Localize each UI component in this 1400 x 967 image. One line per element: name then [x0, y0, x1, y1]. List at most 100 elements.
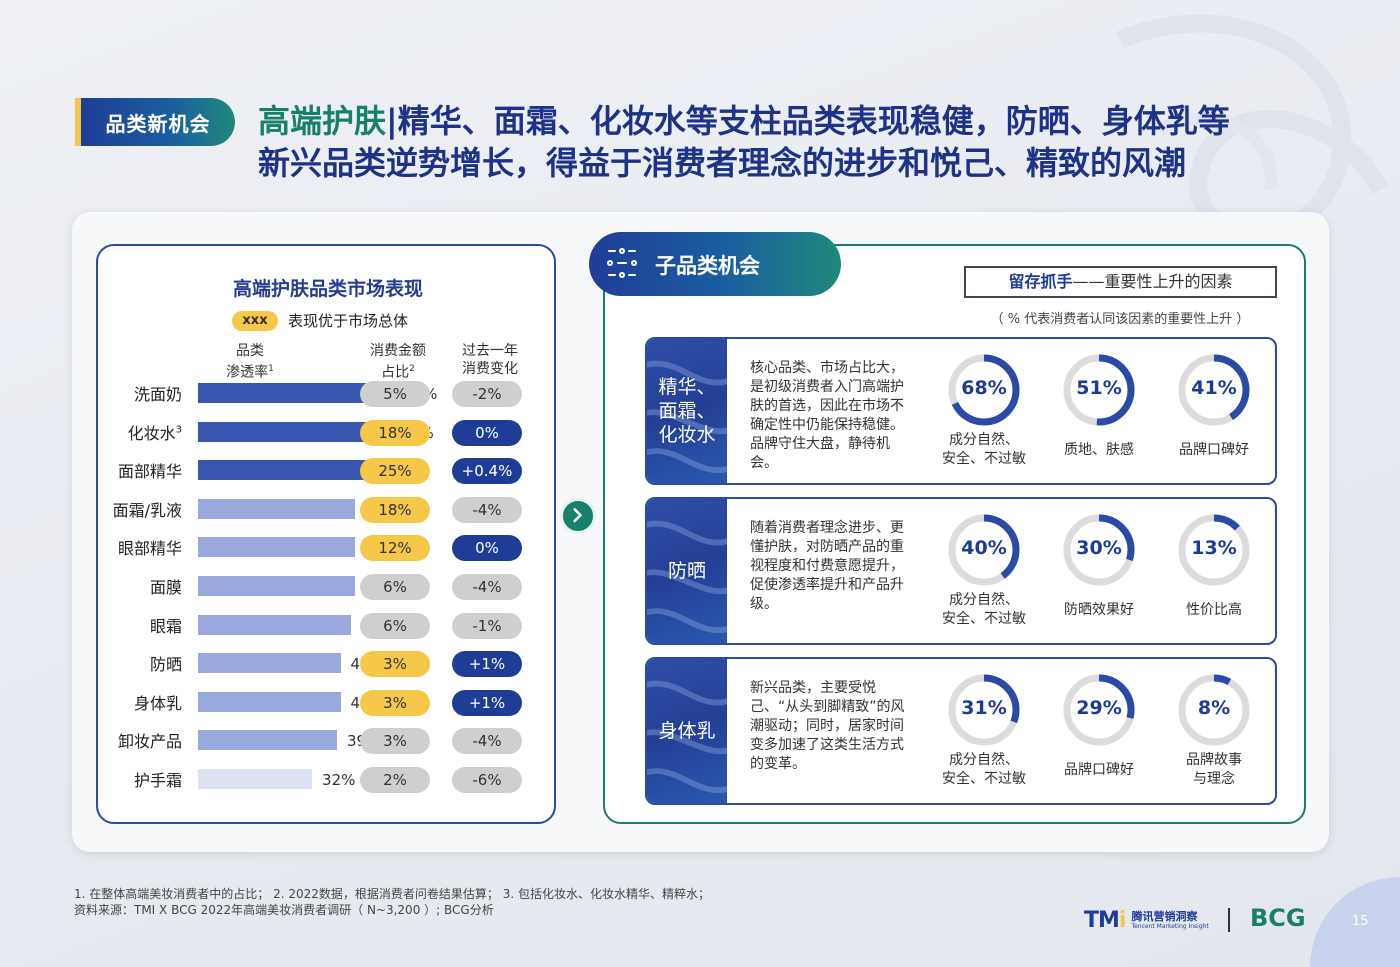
row-label: 护手霜	[133, 771, 182, 790]
penetration-value: 32%	[322, 771, 356, 789]
row-label: 面膜	[149, 578, 182, 597]
section-tag: 品类新机会	[75, 98, 235, 146]
category-name: 身体乳	[647, 659, 727, 803]
change-pill: 0%	[452, 535, 522, 562]
share-pill: 18%	[360, 496, 430, 523]
donut-value: 41%	[1191, 377, 1237, 399]
factor-donut	[948, 514, 1020, 586]
penetration-bar	[198, 498, 355, 519]
donut-value: 51%	[1076, 377, 1122, 399]
wave-decoration	[647, 680, 727, 794]
change-pill: -2%	[452, 381, 522, 407]
penetration-bar	[198, 576, 355, 596]
change-pill: -6%	[452, 767, 522, 793]
change-pill: -4%	[452, 574, 522, 600]
row-label: 卸妆产品	[117, 732, 182, 752]
donut-arc	[1063, 674, 1135, 746]
category-description: 核心品类、市场占比大，是初级消费者入门高端护肤的首选，因此在市场不确定性中仍能保…	[750, 360, 904, 471]
donut-value: 31%	[961, 697, 1007, 719]
factor-donut	[948, 674, 1020, 746]
donut-arc	[948, 354, 1020, 426]
row-label: 化妆水3	[127, 423, 182, 443]
factor-label: 质地、肤感	[1064, 442, 1134, 458]
change-pill: +0.4%	[452, 458, 522, 485]
share-pill: 6%	[360, 612, 430, 639]
page-title: 高端护肤|精华、面霜、化妆水等支柱品类表现稳健，防晒、身体乳等 新兴品类逆势增长…	[258, 100, 1328, 184]
penetration-bar	[198, 691, 341, 712]
row-label: 眼部精华	[117, 539, 182, 559]
donut-value: 68%	[961, 377, 1007, 399]
row-label: 面部精华	[117, 462, 182, 482]
penetration-bar	[198, 460, 387, 481]
category-box: 身体乳 新兴品类，主要受悦己、“从头到脚精致”的风潮驱动；同时，居家时间变多加速了…	[645, 657, 1277, 805]
donut-value: 8%	[1197, 697, 1231, 719]
factor-label: 品牌口碑好	[1064, 762, 1134, 778]
factor-label: 成分自然、 安全、不过敏	[942, 432, 1026, 467]
penetration-bar	[198, 537, 355, 558]
legend-text: 表现优于市场总体	[288, 312, 409, 330]
share-pill: 5%	[360, 381, 430, 407]
factor-donut	[1178, 514, 1250, 586]
penetration-bar	[198, 614, 352, 635]
donut-value: 13%	[1191, 537, 1237, 559]
donut-value: 30%	[1076, 537, 1122, 559]
factor-label: 成分自然、 安全、不过敏	[942, 592, 1026, 627]
factor-donut	[1178, 674, 1250, 746]
wave-decoration	[647, 520, 727, 634]
legend: xxx 表现优于市场总体	[232, 310, 408, 331]
penetration-bar	[198, 383, 394, 403]
row-label: 面霜/乳液	[112, 500, 182, 520]
dots-grid-icon	[607, 248, 637, 278]
title-separator: |	[386, 102, 398, 140]
donut-arc	[1178, 514, 1250, 586]
change-pill: +1%	[452, 689, 522, 716]
factor-box: 留存抓手——重要性上升的因素	[964, 266, 1277, 298]
market-performance-card: 高端护肤品类市场表现 xxx 表现优于市场总体 品类 渗透率1 消费金额 占比2…	[96, 244, 556, 824]
share-pill: 18%	[360, 419, 430, 446]
change-pill: -4%	[452, 496, 522, 523]
title-line-2: 新兴品类逆势增长，得益于消费者理念的进步和悦己、精致的风潮	[258, 144, 1187, 182]
legend-pill: xxx	[232, 310, 278, 331]
col-header-penetration: 品类 渗透率1	[226, 343, 274, 381]
page-number: 15	[1352, 914, 1369, 929]
title-line-1: 高端护肤|精华、面霜、化妆水等支柱品类表现稳健，防晒、身体乳等	[258, 102, 1230, 140]
category-description: 新兴品类，主要受悦己、“从头到脚精致”的风潮驱动；同时，居家时间变多加速了这类生…	[750, 680, 905, 772]
factor-donut	[1063, 354, 1135, 426]
factor-donut	[1063, 514, 1135, 586]
share-pill: 3%	[360, 651, 430, 678]
factor-note: （ % 代表消费者认同该因素的重要性上升 ）	[990, 312, 1250, 327]
row-label: 防晒	[149, 655, 182, 675]
change-pill: 0%	[452, 419, 522, 446]
wave-decoration	[647, 360, 727, 474]
share-pill: 12%	[360, 535, 430, 562]
factor-label: 性价比高	[1186, 602, 1242, 618]
donut-value: 29%	[1076, 697, 1122, 719]
col-header-change: 过去一年 消费变化	[462, 343, 518, 377]
category-name: 防晒	[647, 499, 727, 643]
penetration-bar	[198, 421, 391, 442]
factor-donut	[1178, 354, 1250, 426]
share-pill: 2%	[360, 767, 430, 793]
donut-arc	[948, 514, 1020, 586]
donut-arc	[1063, 354, 1135, 426]
change-pill: -4%	[452, 728, 522, 755]
change-pill: +1%	[452, 651, 522, 678]
share-pill: 3%	[360, 689, 430, 716]
market-performance-title: 高端护肤品类市场表现	[232, 278, 423, 300]
penetration-bar	[198, 730, 337, 751]
col-header-share: 消费金额 占比2	[370, 343, 426, 381]
sub-category-label: 子品类机会	[655, 254, 760, 278]
chevron-right-icon	[560, 498, 596, 534]
factor-title: 留存抓手	[1008, 272, 1073, 291]
category-name: 精华、 面霜、 化妆水	[647, 339, 727, 483]
category-description: 随着消费者理念进步、更懂护肤，对防晒产品的重视程度和付费意愿提升，促使渗透率提升…	[750, 520, 904, 612]
footnote: 1. 在整体高端美妆消费者中的占比； 2. 2022数据，根据消费者问卷结果估算…	[74, 887, 710, 917]
factor-donut	[948, 354, 1020, 426]
bcg-logo: BCG	[1250, 904, 1306, 932]
factor-label: 防晒效果好	[1064, 602, 1134, 618]
row-label: 眼霜	[149, 616, 182, 636]
factor-label: 品牌口碑好	[1179, 442, 1249, 458]
donut-arc	[1063, 514, 1135, 586]
share-pill: 3%	[360, 728, 430, 755]
change-pill: -1%	[452, 612, 522, 639]
